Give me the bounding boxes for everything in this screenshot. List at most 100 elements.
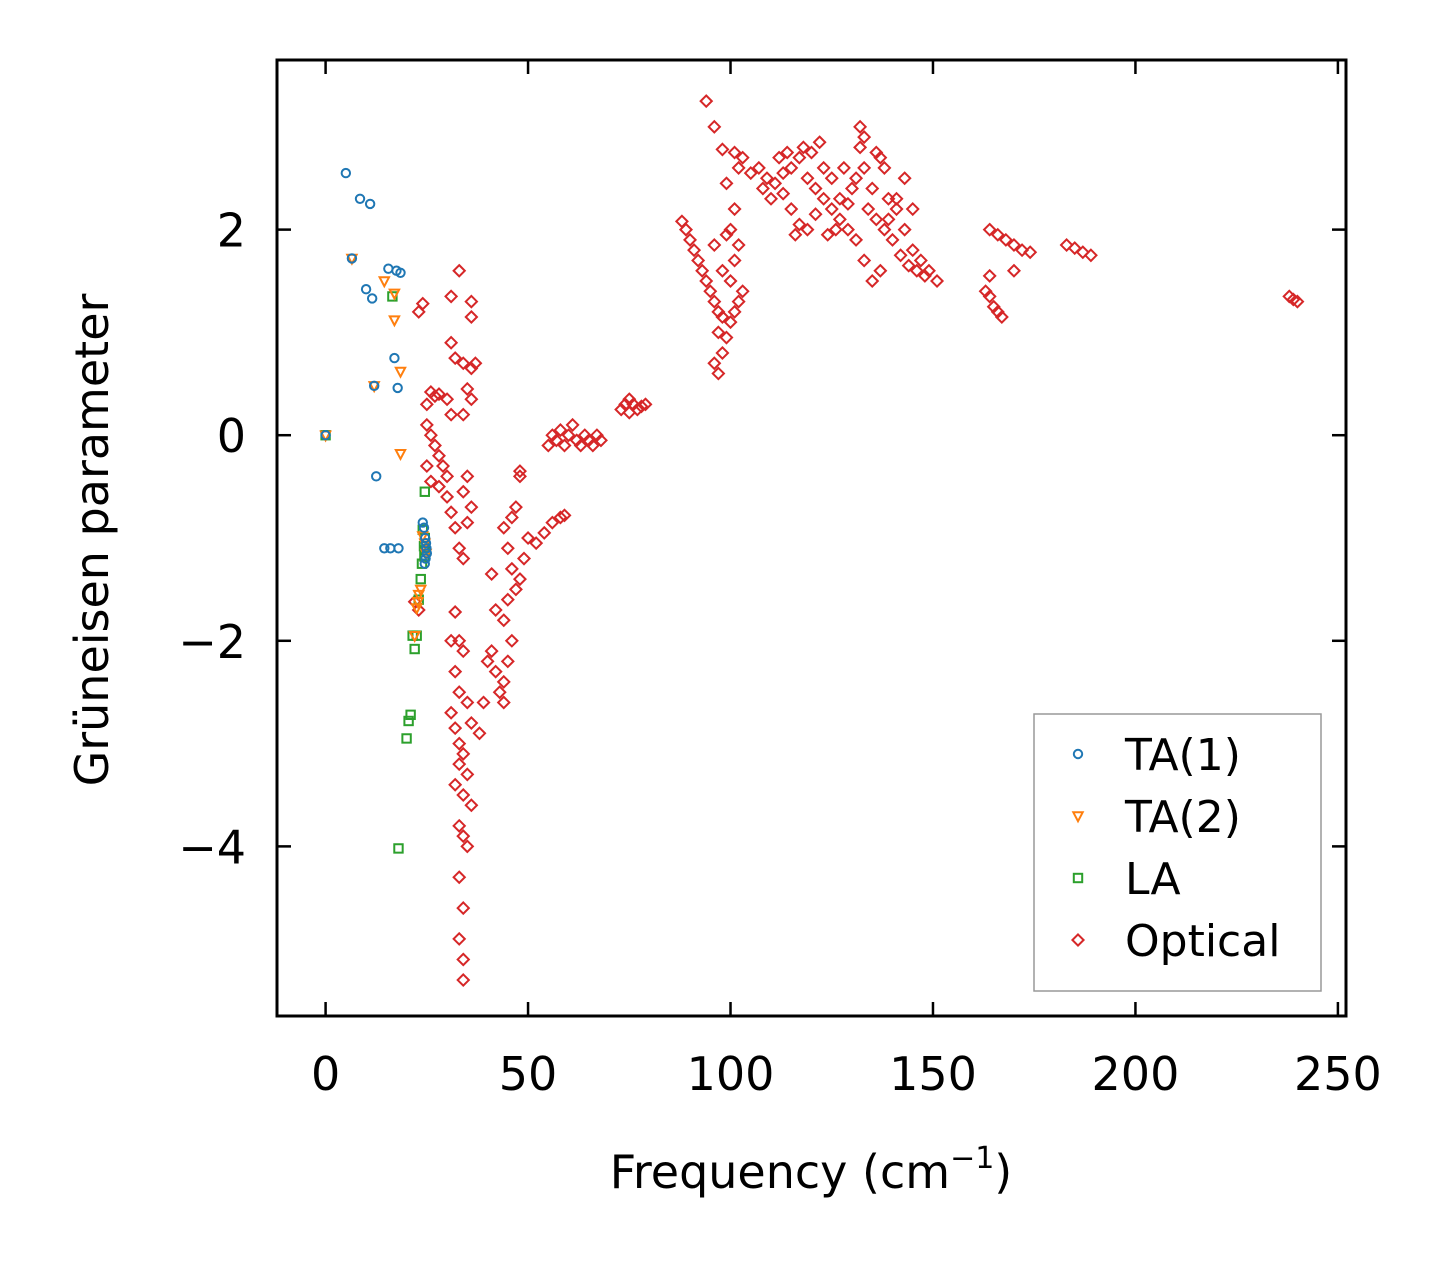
data-point <box>808 207 823 222</box>
data-point <box>504 633 519 648</box>
data-point <box>792 150 807 165</box>
data-point <box>731 294 746 309</box>
data-point <box>699 94 714 109</box>
data-point <box>897 222 912 237</box>
data-point <box>452 757 467 772</box>
data-point <box>388 288 401 301</box>
data-point <box>504 561 519 576</box>
data-point <box>484 566 499 581</box>
data-point <box>877 160 892 175</box>
data-point <box>529 536 544 551</box>
data-point <box>364 198 376 210</box>
data-point <box>392 382 403 394</box>
data-point <box>768 176 783 191</box>
data-point <box>464 798 479 813</box>
data-point <box>844 181 860 196</box>
data-point <box>1290 294 1305 309</box>
data-point <box>905 202 920 217</box>
legend-item: TA(1) <box>1072 730 1241 781</box>
data-point <box>346 253 358 264</box>
legend: TA(1) TA(2) LA Optical <box>1033 713 1322 992</box>
data-point <box>516 551 532 566</box>
data-point <box>699 273 714 289</box>
data-point <box>340 167 352 179</box>
legend-marker <box>1070 932 1086 948</box>
data-point <box>448 721 463 736</box>
legend-item: TA(2) <box>1071 792 1241 843</box>
data-point <box>565 417 580 432</box>
legend-entries: TA(1) TA(2) LA Optical <box>1070 730 1280 967</box>
data-point <box>415 573 426 585</box>
data-point <box>553 423 568 438</box>
ticks-layer: 0 50 100 150 200 250 −4 −2 0 2 <box>178 60 1382 1101</box>
data-point <box>824 171 839 186</box>
data-point <box>873 150 888 165</box>
data-point <box>452 541 467 556</box>
data-point <box>403 715 414 727</box>
data-point <box>484 644 499 659</box>
x-axis-title: Frequency (cm−1) <box>610 1141 1013 1199</box>
x-tick-label: 250 <box>1294 1047 1382 1101</box>
data-point <box>634 399 649 414</box>
data-point <box>715 345 730 360</box>
series-la <box>320 291 431 854</box>
data-point <box>557 438 572 453</box>
data-point <box>545 515 560 530</box>
data-point <box>440 489 455 504</box>
data-point <box>796 140 811 155</box>
data-point <box>456 356 471 371</box>
data-point <box>452 818 467 833</box>
data-point <box>431 387 446 402</box>
data-point <box>557 508 572 523</box>
data-point <box>419 486 430 497</box>
data-point <box>719 330 734 345</box>
data-point <box>780 145 795 160</box>
data-point <box>488 664 503 679</box>
data-point <box>707 356 722 371</box>
data-point <box>444 505 459 520</box>
x-tick-label: 150 <box>889 1047 977 1101</box>
data-point <box>456 901 471 916</box>
data-point <box>857 253 872 268</box>
data-point <box>436 459 451 474</box>
data-point <box>464 361 479 376</box>
data-point <box>417 517 428 528</box>
data-point <box>504 510 519 525</box>
data-point <box>715 142 730 157</box>
data-point <box>500 654 515 669</box>
legend-marker <box>1071 811 1085 824</box>
data-point <box>383 263 394 274</box>
data-point <box>452 263 467 278</box>
data-point <box>488 602 503 617</box>
data-point <box>889 202 904 217</box>
data-point <box>930 273 945 289</box>
data-point <box>840 222 855 237</box>
data-point <box>735 150 750 165</box>
data-point <box>772 150 787 165</box>
data-point <box>360 284 372 295</box>
data-point <box>409 643 420 655</box>
data-point <box>464 309 479 325</box>
y-tick-label: 2 <box>217 204 246 258</box>
data-point <box>881 191 896 206</box>
data-point <box>444 633 459 648</box>
data-point <box>440 469 455 484</box>
data-point <box>423 474 438 489</box>
legend-item: LA <box>1072 854 1181 905</box>
data-point <box>869 145 884 160</box>
data-point <box>905 243 920 258</box>
data-point <box>885 232 900 247</box>
data-point <box>460 515 475 530</box>
data-point <box>828 222 843 237</box>
data-point <box>994 309 1009 325</box>
x-tick-label: 100 <box>687 1047 775 1101</box>
data-point <box>476 695 491 710</box>
data-point <box>415 296 430 311</box>
data-point <box>420 553 431 564</box>
legend-label: LA <box>1125 854 1181 905</box>
data-point <box>784 202 799 217</box>
data-point <box>480 654 495 669</box>
data-point <box>751 160 766 175</box>
data-point <box>549 433 564 448</box>
